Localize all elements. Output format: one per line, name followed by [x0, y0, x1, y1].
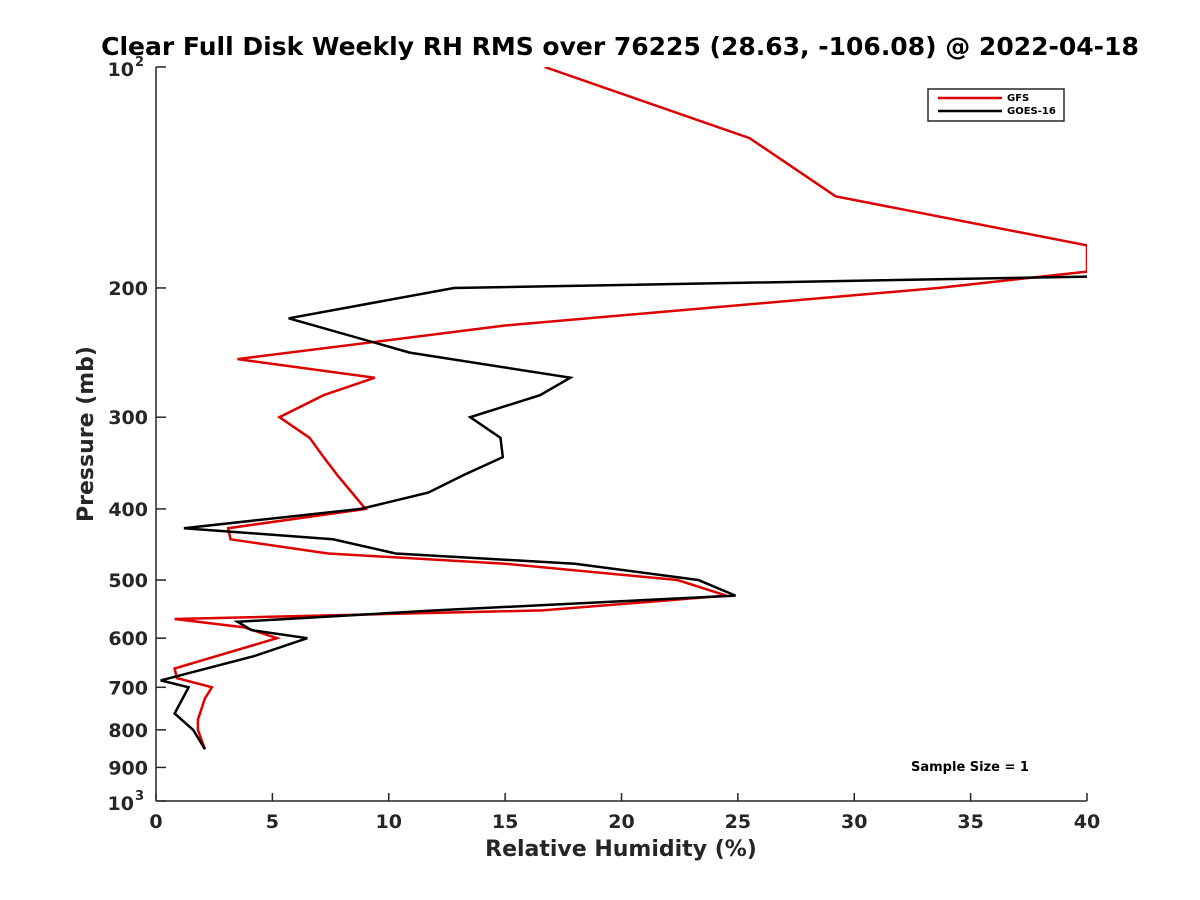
legend-box — [927, 88, 1065, 122]
series-line-gfs — [173, 67, 1087, 750]
x-tick-label: 5 — [266, 811, 279, 833]
y-tick-label: 400 — [108, 499, 148, 521]
x-axis-label: Relative Humidity (%) — [485, 837, 757, 862]
y-tick-label: 200 — [108, 278, 148, 300]
x-tick-label: 15 — [492, 811, 518, 833]
y-tick-label: 700 — [108, 677, 148, 699]
x-axis-ticks: 0 5 10 15 20 25 30 35 40 — [149, 793, 1100, 833]
y-tick-label: 800 — [108, 720, 148, 742]
x-tick-label: 20 — [608, 811, 634, 833]
y-tick-label: 300 — [108, 407, 148, 429]
y-tick-label: 900 — [108, 757, 148, 779]
y-tick-label: 10 — [108, 59, 134, 81]
y-axis-label: Pressure (mb) — [74, 346, 99, 522]
y-tick-label: 10 — [108, 793, 134, 815]
y-tick-label: 500 — [108, 570, 148, 592]
plot-area — [155, 67, 1087, 802]
y-tick-label: 600 — [108, 628, 148, 650]
legend-label-goes16: GOES-16 — [1007, 106, 1056, 117]
y-tick-label-exponent: 2 — [135, 55, 144, 70]
x-tick-label: 10 — [376, 811, 402, 833]
x-tick-label: 30 — [841, 811, 867, 833]
legend-label-gfs: GFS — [1007, 93, 1029, 104]
x-tick-label: 25 — [725, 811, 751, 833]
x-tick-label: 0 — [149, 811, 162, 833]
series-line-goes16 — [160, 275, 1087, 750]
x-tick-label: 40 — [1074, 811, 1100, 833]
sample-size-annotation: Sample Size = 1 — [911, 760, 1029, 775]
y-tick-label-exponent: 3 — [135, 789, 144, 804]
x-tick-label: 35 — [957, 811, 983, 833]
chart-title: Clear Full Disk Weekly RH RMS over 76225… — [101, 32, 1139, 61]
series-layer — [160, 67, 1087, 750]
legend: GFS GOES-16 — [927, 88, 1065, 122]
